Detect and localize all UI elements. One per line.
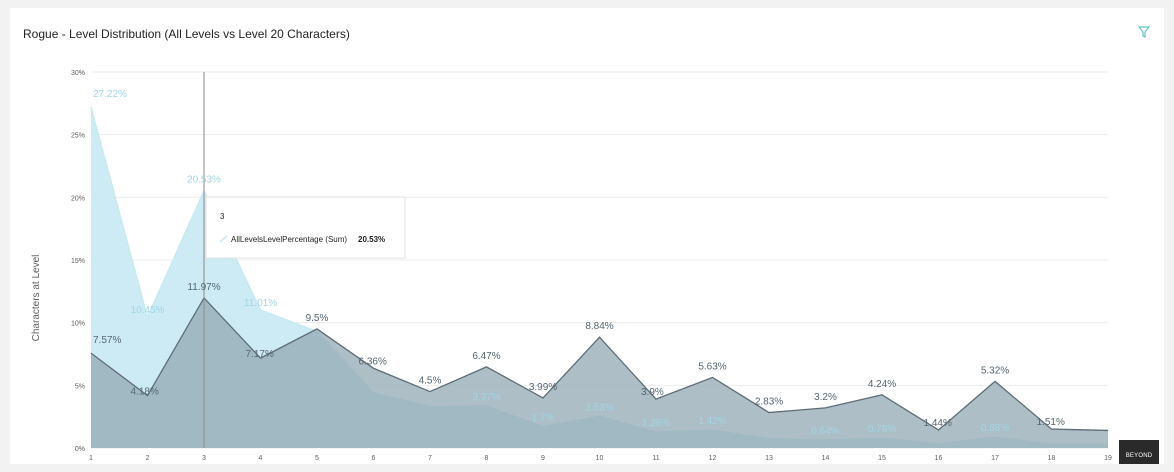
- y-tick-label: 0%: [75, 446, 85, 453]
- data-label: 7.57%: [93, 335, 121, 346]
- data-label: 3.9%: [641, 387, 664, 398]
- tooltip: 3 AllLevelsLevelPercentage (Sum) 20.53%: [205, 196, 406, 259]
- x-tick-label: 6: [372, 455, 376, 462]
- x-tick-label: 13: [765, 455, 773, 462]
- y-tick-label: 10%: [71, 321, 85, 328]
- brand-logo: BEYOND: [1119, 440, 1159, 464]
- data-label: 1.51%: [1037, 417, 1065, 428]
- data-label: 1.28%: [642, 418, 670, 429]
- data-label: 2.83%: [755, 397, 783, 408]
- data-label: 1.42%: [698, 416, 726, 427]
- chart-card: Rogue - Level Distribution (All Levels v…: [10, 8, 1164, 464]
- data-label: 7.17%: [246, 349, 274, 360]
- tooltip-category: 3: [220, 212, 225, 221]
- data-label: 11.01%: [244, 298, 277, 309]
- y-axis-title: Characters at Level: [31, 255, 42, 342]
- tooltip-series-label: AllLevelsLevelPercentage (Sum): [231, 235, 347, 244]
- tooltip-series-swatch: [219, 235, 228, 243]
- data-label: 3.99%: [529, 382, 557, 393]
- x-tick-label: 14: [822, 455, 830, 462]
- data-label: 1.44%: [924, 418, 952, 429]
- x-tick-label: 1: [89, 455, 93, 462]
- y-axis-ticks: 0% 5% 10% 15% 20% 25% 30%: [71, 70, 85, 453]
- data-label: 8.84%: [585, 321, 613, 332]
- data-label: 0.88%: [981, 423, 1009, 434]
- x-tick-label: 16: [935, 455, 943, 462]
- data-label: 3.2%: [814, 392, 837, 403]
- data-label: 1.7%: [532, 413, 555, 424]
- y-tick-label: 20%: [71, 195, 85, 202]
- data-label: 0.64%: [811, 426, 839, 437]
- chart-title: Rogue - Level Distribution (All Levels v…: [23, 27, 350, 41]
- data-label: 6.47%: [472, 351, 500, 362]
- data-label: 6.36%: [359, 356, 387, 367]
- data-label: 9.5%: [306, 313, 329, 324]
- x-tick-label: 19: [1104, 455, 1112, 462]
- x-tick-label: 2: [146, 455, 150, 462]
- tooltip-box: [205, 196, 406, 259]
- data-label: 3.37%: [472, 392, 500, 403]
- series-area-2: [91, 297, 1108, 448]
- x-tick-label: 7: [428, 455, 432, 462]
- x-tick-label: 9: [541, 455, 545, 462]
- data-label: 11.97%: [187, 282, 220, 293]
- data-label: 10.45%: [131, 305, 165, 316]
- tooltip-value: 20.53%: [358, 235, 385, 244]
- data-label: 4.18%: [131, 387, 159, 398]
- series-line-2: [90, 296, 1109, 432]
- x-tick-label: 15: [878, 455, 886, 462]
- data-label: 5.63%: [698, 361, 726, 372]
- data-label: 27.22%: [93, 89, 127, 100]
- x-tick-label: 11: [652, 455, 659, 462]
- x-axis-ticks: 1 2 3 4 5 6 7 8 9 10 11 12 13 14 15 16 17 18 19: [89, 455, 1112, 462]
- x-tick-label: 5: [315, 455, 319, 462]
- y-tick-label: 15%: [71, 258, 85, 265]
- x-tick-label: 17: [991, 455, 999, 462]
- y-tick-label: 25%: [71, 133, 85, 140]
- data-labels: 27.22% 10.45% 20.53% 11.01% 3.37% 1.7% 2.53% 1.…: [93, 89, 1065, 437]
- data-label: 4.24%: [868, 379, 896, 390]
- series-areas: [90, 106, 1109, 449]
- x-tick-label: 3: [202, 455, 206, 462]
- x-tick-label: 12: [709, 455, 717, 462]
- y-tick-label: 5%: [75, 383, 85, 390]
- x-tick-label: 4: [259, 455, 263, 462]
- y-tick-label: 30%: [71, 70, 85, 77]
- data-label: 20.53%: [187, 175, 221, 186]
- data-label: 0.78%: [868, 424, 896, 435]
- x-tick-label: 18: [1048, 455, 1056, 462]
- x-tick-label: 8: [485, 455, 489, 462]
- data-label: 5.32%: [981, 365, 1009, 376]
- filter-icon[interactable]: [1138, 26, 1150, 38]
- data-label: 2.53%: [585, 402, 613, 413]
- area-chart: Characters at Level 0% 5% 10% 15% 20% 25% 3 0% …: [31, 70, 1112, 462]
- data-label: 4.5%: [419, 376, 442, 387]
- x-tick-label: 10: [596, 455, 604, 462]
